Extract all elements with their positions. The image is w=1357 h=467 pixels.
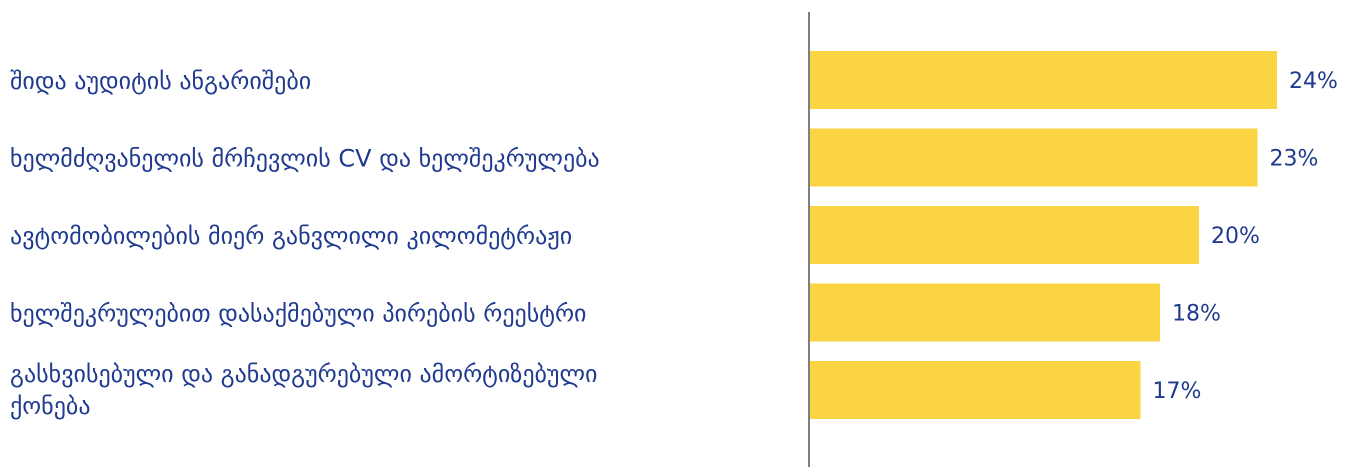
- value-label-5: 17%: [1153, 379, 1202, 404]
- category-labels: შიდა აუდიტის ანგარიშები ხელმძღვანელის მრჩ…: [10, 67, 600, 420]
- value-label-3: 20%: [1211, 224, 1260, 249]
- category-label-4: ხელშეკრულებით დასაქმებული პირების რეესტრ…: [10, 300, 586, 328]
- category-label-5: გასხვისებული და განადგურებული ამორტიზებუ…: [10, 360, 597, 420]
- bar-5: [809, 361, 1141, 419]
- bar-4: [809, 283, 1160, 342]
- value-labels: 24% 23% 20% 18% 17%: [1153, 69, 1338, 404]
- category-label-3: ავტომობილების მიერ განვლილი კილომეტრაჟი: [10, 222, 572, 250]
- category-label-2: ხელმძღვანელის მრჩევლის CV და ხელშეკრულებ…: [10, 145, 600, 173]
- bar-2: [809, 128, 1258, 187]
- value-label-2: 23%: [1270, 147, 1319, 172]
- bar-3: [809, 206, 1199, 264]
- value-label-1: 24%: [1289, 69, 1338, 94]
- value-label-4: 18%: [1172, 302, 1221, 327]
- category-label-1: შიდა აუდიტის ანგარიშები: [10, 67, 311, 95]
- bars: [809, 51, 1277, 419]
- bar-1: [809, 51, 1277, 109]
